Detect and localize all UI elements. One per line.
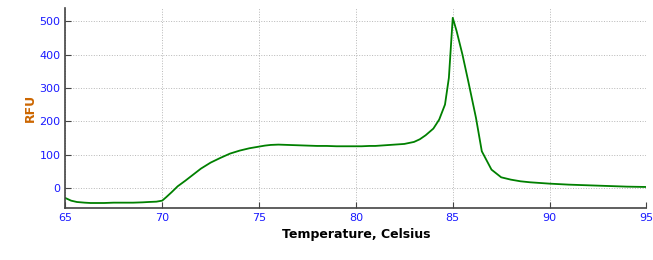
Y-axis label: RFU: RFU xyxy=(24,94,37,122)
X-axis label: Temperature, Celsius: Temperature, Celsius xyxy=(281,229,430,242)
